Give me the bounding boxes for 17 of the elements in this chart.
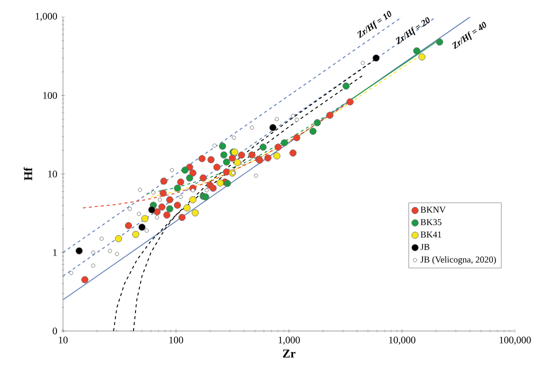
legend-label: BK41 [420, 232, 442, 238]
y-tick-label: 10 [48, 170, 57, 178]
y-tick-label: 0 [52, 328, 57, 334]
legend-label: JB (Velicogna, 2020) [420, 256, 496, 264]
y-tick-label: 1,000 [36, 12, 57, 22]
legend-label: JB [420, 244, 430, 250]
y-tick-label: 1 [53, 249, 57, 256]
x-tick-label: 10 [58, 336, 68, 344]
x-tick-label: 100 [169, 336, 184, 344]
x-tick-label: 10,000 [389, 336, 416, 345]
y-tick-label: 100 [43, 92, 57, 99]
x-axis-title: Zr [282, 350, 296, 358]
legend-label: BK35 [420, 219, 442, 226]
x-tick-label: 1,000 [278, 336, 300, 345]
x-tick-label: 100,000 [500, 336, 531, 345]
legend-label: BKNV [420, 206, 446, 213]
y-axis-title: Hf [24, 167, 32, 180]
